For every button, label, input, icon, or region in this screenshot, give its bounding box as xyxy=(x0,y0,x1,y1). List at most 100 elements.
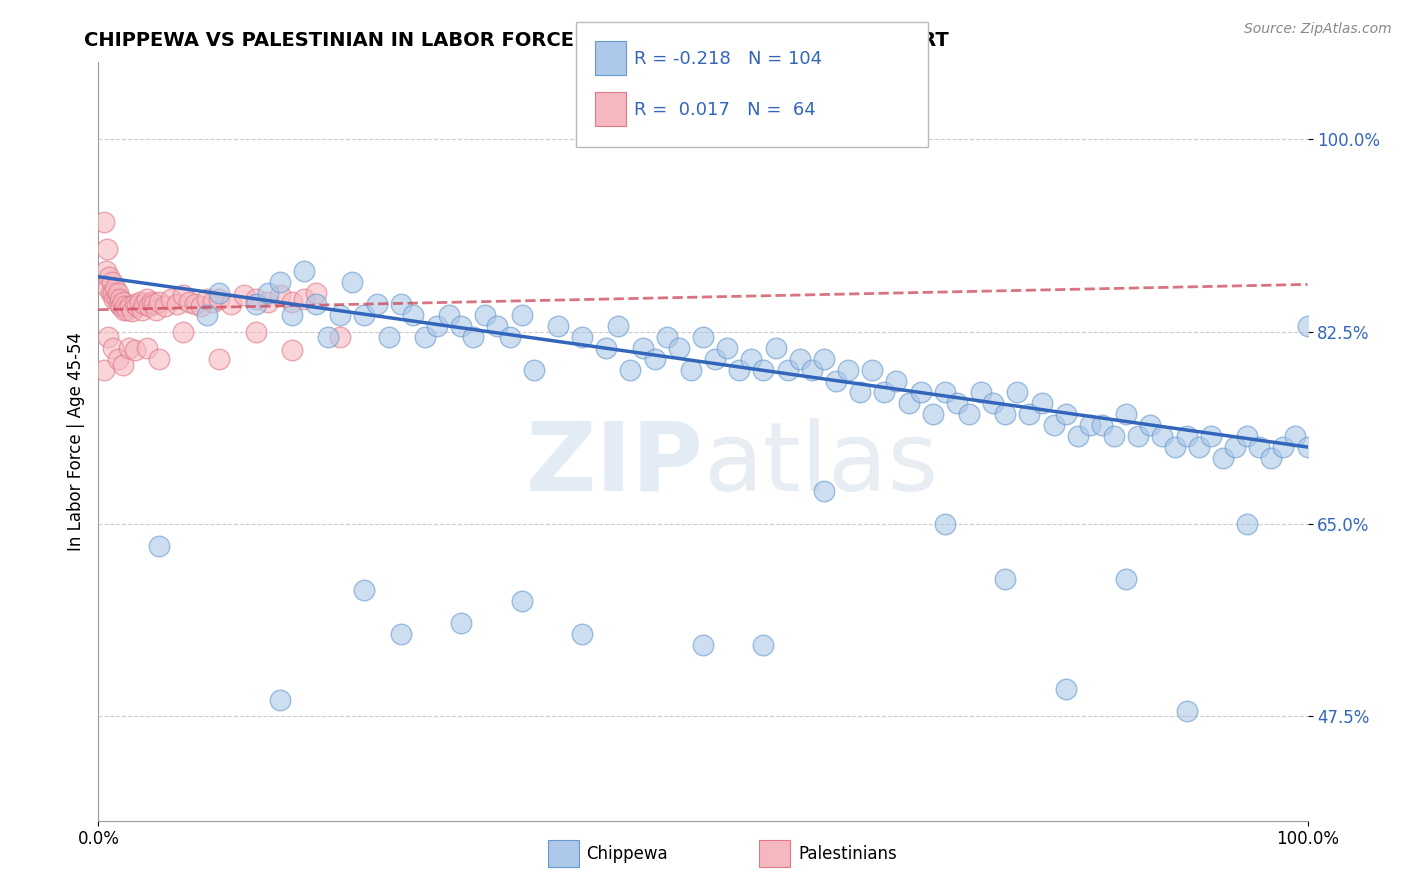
Y-axis label: In Labor Force | Age 45-54: In Labor Force | Age 45-54 xyxy=(66,332,84,551)
Point xyxy=(256,286,278,301)
Point xyxy=(111,295,134,310)
Point xyxy=(105,292,128,306)
Point xyxy=(292,292,315,306)
Point xyxy=(921,407,943,421)
Point xyxy=(389,627,412,641)
Point xyxy=(1007,385,1029,400)
Point xyxy=(1042,418,1064,433)
Point xyxy=(269,692,291,706)
Point xyxy=(970,385,993,400)
Point xyxy=(110,299,132,313)
Point xyxy=(668,341,690,355)
Point xyxy=(981,396,1004,410)
Point xyxy=(148,352,170,367)
Point xyxy=(292,264,315,278)
Point xyxy=(1067,429,1090,443)
Point xyxy=(101,341,124,355)
Point xyxy=(195,292,218,306)
Point xyxy=(813,483,835,498)
Point xyxy=(134,297,156,311)
Point xyxy=(245,325,267,339)
Point xyxy=(124,343,146,358)
Point xyxy=(114,299,136,313)
Text: CHIPPEWA VS PALESTINIAN IN LABOR FORCE | AGE 45-54 CORRELATION CHART: CHIPPEWA VS PALESTINIAN IN LABOR FORCE |… xyxy=(84,31,949,51)
Point xyxy=(281,343,304,358)
Point xyxy=(305,286,328,301)
Point xyxy=(1078,418,1101,433)
Point xyxy=(934,516,956,531)
Point xyxy=(128,295,150,310)
Point xyxy=(342,275,364,289)
Point xyxy=(1152,429,1174,443)
Point xyxy=(1212,450,1234,465)
Point xyxy=(1260,450,1282,465)
Point xyxy=(571,627,593,641)
Point xyxy=(94,264,117,278)
Point xyxy=(655,330,678,344)
Point xyxy=(450,615,472,630)
Point xyxy=(117,302,139,317)
Point xyxy=(108,297,131,311)
Point xyxy=(195,308,218,322)
Point xyxy=(305,297,328,311)
Point xyxy=(1102,429,1125,443)
Point xyxy=(644,352,666,367)
Point xyxy=(994,572,1017,586)
Point xyxy=(1175,704,1198,718)
Point xyxy=(752,638,775,652)
Point xyxy=(1199,429,1222,443)
Point xyxy=(107,352,129,367)
Text: R = -0.218   N = 104: R = -0.218 N = 104 xyxy=(634,50,823,68)
Point xyxy=(510,594,533,608)
Point xyxy=(1296,319,1319,334)
Point xyxy=(1091,418,1114,433)
Point xyxy=(269,288,291,302)
Point xyxy=(1296,440,1319,454)
Point xyxy=(474,308,496,322)
Point xyxy=(692,330,714,344)
Point xyxy=(402,308,425,322)
Point xyxy=(202,295,225,310)
Point xyxy=(118,341,141,355)
Point xyxy=(184,297,207,311)
Point xyxy=(825,374,848,388)
Point xyxy=(104,281,127,295)
Text: ZIP: ZIP xyxy=(524,417,703,511)
Point xyxy=(208,286,231,301)
Point xyxy=(498,330,520,344)
Point xyxy=(143,297,166,311)
Point xyxy=(135,341,157,355)
Point xyxy=(138,299,160,313)
Point xyxy=(1249,440,1271,454)
Point xyxy=(103,292,125,306)
Point xyxy=(93,215,115,229)
Point xyxy=(1128,429,1150,443)
Point xyxy=(190,299,212,313)
Point xyxy=(571,330,593,344)
Point xyxy=(1018,407,1040,421)
Point xyxy=(131,302,153,317)
Point xyxy=(172,325,194,339)
Text: Chippewa: Chippewa xyxy=(586,845,668,863)
Point xyxy=(172,288,194,302)
Point xyxy=(1054,681,1077,696)
Point xyxy=(145,302,167,317)
Point xyxy=(256,295,278,310)
Point xyxy=(232,288,254,302)
Point xyxy=(98,269,121,284)
Point xyxy=(450,319,472,334)
Point xyxy=(329,308,352,322)
Point xyxy=(510,308,533,322)
Point xyxy=(740,352,762,367)
Point xyxy=(377,330,399,344)
Text: Source: ZipAtlas.com: Source: ZipAtlas.com xyxy=(1244,22,1392,37)
Point xyxy=(619,363,641,377)
Point xyxy=(245,297,267,311)
Point xyxy=(127,299,149,313)
Point xyxy=(107,286,129,301)
Text: atlas: atlas xyxy=(703,417,938,511)
Point xyxy=(486,319,509,334)
Text: R =  0.017   N =  64: R = 0.017 N = 64 xyxy=(634,102,815,120)
Point xyxy=(124,297,146,311)
Point xyxy=(269,275,291,289)
